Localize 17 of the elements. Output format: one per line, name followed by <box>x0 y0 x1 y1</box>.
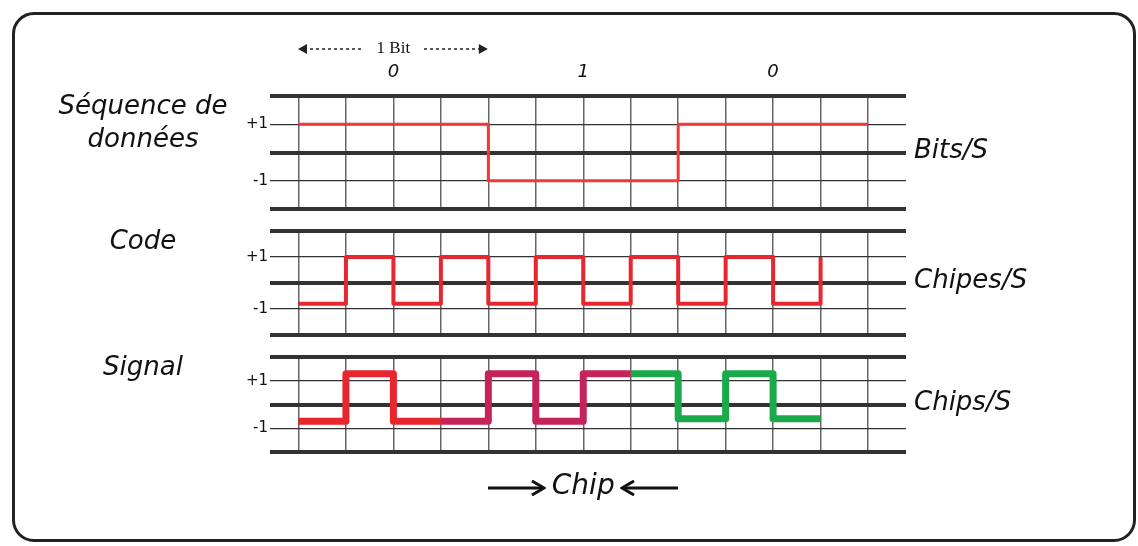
y-tick-label: +1 <box>245 370 268 389</box>
y2-axis-title: Chips/S <box>914 384 1012 417</box>
y-tick-label: -1 <box>253 170 268 189</box>
text: 1 Bit <box>363 38 424 58</box>
text: 0 <box>386 60 401 81</box>
y-tick-label: +1 <box>245 246 268 265</box>
text: Chip <box>550 468 616 501</box>
y-tick-label: +1 <box>245 114 268 133</box>
text: 1 <box>576 60 590 81</box>
y2-axis-title: Bits/S <box>914 132 989 165</box>
y2-axis-title: Chipes/S <box>914 263 1028 296</box>
y-tick-label: -1 <box>253 298 268 317</box>
y-axis-title: Signal <box>102 350 184 383</box>
text: 0 <box>766 60 780 81</box>
y-axis-title: Code <box>108 224 178 257</box>
y-tick-label: -1 <box>253 418 268 437</box>
y-axis-title: Séquence de données <box>57 89 229 154</box>
